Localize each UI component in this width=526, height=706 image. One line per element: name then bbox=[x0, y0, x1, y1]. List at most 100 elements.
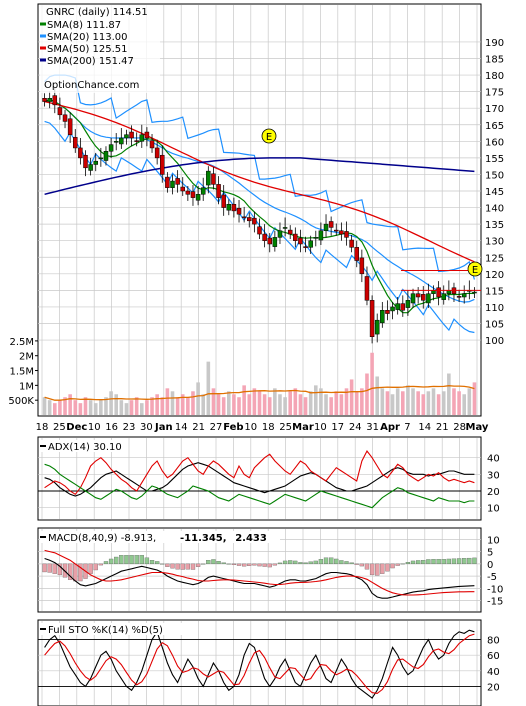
macd-histogram-bar bbox=[400, 563, 405, 565]
osc-series-line bbox=[44, 629, 475, 699]
price-tick-label: 180 bbox=[485, 71, 504, 82]
volume-bar bbox=[467, 388, 472, 415]
x-tick-label: 17 bbox=[331, 422, 344, 433]
volume-bar bbox=[53, 403, 57, 415]
price-tick-label: 160 bbox=[485, 137, 504, 148]
candle-up bbox=[206, 170, 211, 186]
macd-histogram-bar bbox=[103, 561, 109, 565]
macd-histogram-bar bbox=[154, 561, 160, 565]
sto-title-bg bbox=[40, 623, 190, 635]
macd-histogram-bar bbox=[436, 559, 441, 565]
candle-down bbox=[57, 107, 63, 116]
earnings-event-icon bbox=[261, 128, 277, 144]
candle-down bbox=[221, 194, 226, 208]
x-tick-label: 23 bbox=[123, 422, 136, 433]
candle-down bbox=[364, 276, 370, 301]
osc-series-line bbox=[44, 462, 475, 497]
volume-bar bbox=[278, 394, 282, 415]
volume-bar bbox=[160, 397, 165, 415]
volume-bar bbox=[58, 400, 62, 415]
volume-bar bbox=[436, 394, 441, 415]
macd-signal-line bbox=[44, 549, 475, 596]
volume-tick-label: 2.5M bbox=[9, 337, 34, 348]
candle-down bbox=[287, 229, 293, 235]
macd-histogram-bar bbox=[216, 561, 221, 565]
macd-histogram-bar bbox=[52, 563, 57, 574]
macd-histogram-bar bbox=[277, 562, 283, 565]
candle-up bbox=[113, 141, 119, 143]
candle-down bbox=[436, 287, 441, 298]
volume-bar bbox=[201, 394, 205, 415]
volume-bar bbox=[186, 397, 190, 415]
volume-bar bbox=[104, 397, 108, 415]
candle-down bbox=[415, 293, 421, 298]
legend-label: SMA(50) 125.51 bbox=[47, 44, 128, 55]
candle-down bbox=[52, 95, 58, 106]
volume-bar bbox=[319, 388, 323, 415]
candle-up bbox=[119, 137, 124, 145]
candle-down bbox=[175, 178, 180, 185]
macd-histogram-bar bbox=[359, 563, 365, 567]
macd-histogram-bar bbox=[267, 563, 272, 568]
candle-down bbox=[241, 216, 247, 219]
volume-bar bbox=[170, 391, 175, 415]
macd-histogram-bar bbox=[124, 555, 129, 565]
candle-down bbox=[303, 246, 308, 248]
candle-up bbox=[472, 291, 477, 294]
volume-bar bbox=[360, 388, 364, 415]
macd-histogram-bar bbox=[170, 563, 175, 569]
volume-bar bbox=[329, 397, 333, 415]
price-tick-label: 130 bbox=[485, 237, 504, 248]
macd-histogram-bar bbox=[272, 563, 278, 566]
candle-down bbox=[236, 207, 242, 215]
volume-bar bbox=[267, 397, 272, 415]
macd-histogram-bar bbox=[195, 563, 201, 567]
macd-histogram-bar bbox=[180, 563, 185, 570]
volume-bar bbox=[227, 391, 231, 415]
osc-tick-label: 30 bbox=[487, 470, 500, 481]
candle-up bbox=[195, 194, 201, 201]
macd-histogram-bar bbox=[415, 560, 421, 565]
macd-histogram-bar bbox=[293, 560, 298, 565]
candle-up bbox=[441, 293, 446, 300]
macd-histogram-bar bbox=[231, 563, 237, 566]
macd-histogram-bar bbox=[201, 563, 206, 565]
volume-bar bbox=[63, 397, 67, 415]
candle-up bbox=[226, 204, 232, 211]
macd-histogram-bar bbox=[211, 559, 216, 565]
candle-down bbox=[180, 186, 185, 192]
volume-bar bbox=[140, 403, 144, 415]
osc-tick-label: 40 bbox=[487, 667, 500, 678]
candle-down bbox=[359, 257, 365, 275]
candle-down bbox=[354, 247, 359, 261]
macd-histogram-bar bbox=[247, 563, 252, 566]
x-tick-label: 25 bbox=[53, 422, 66, 433]
price-tick-label: 110 bbox=[485, 303, 504, 314]
candle-down bbox=[252, 217, 257, 225]
x-tick-label: 10 bbox=[314, 422, 327, 433]
candle-down bbox=[293, 233, 298, 241]
candle-up bbox=[272, 237, 278, 247]
price-tick-label: 165 bbox=[485, 121, 504, 132]
candle-up bbox=[410, 293, 416, 304]
candle-down bbox=[165, 176, 170, 188]
macd-histogram-bar bbox=[93, 563, 98, 571]
candle-down bbox=[42, 98, 47, 102]
macd-histogram-bar bbox=[241, 563, 247, 567]
watermark-text: OptionChance.com bbox=[44, 80, 139, 91]
macd-histogram-bar bbox=[139, 555, 144, 565]
volume-bar bbox=[262, 394, 267, 415]
volume-bar bbox=[380, 388, 385, 415]
osc-tick-label: 40 bbox=[487, 454, 500, 465]
x-tick-label: 16 bbox=[105, 422, 118, 433]
macd-histogram-bar bbox=[462, 558, 467, 565]
macd-histogram-bar bbox=[98, 563, 104, 566]
candle-down bbox=[385, 310, 390, 314]
x-tick-label: 7 bbox=[404, 422, 410, 433]
macd-histogram-bar bbox=[73, 563, 78, 582]
volume-bar bbox=[232, 394, 236, 415]
price-tick-label: 115 bbox=[485, 286, 504, 297]
macd-histogram-bar bbox=[190, 563, 196, 570]
